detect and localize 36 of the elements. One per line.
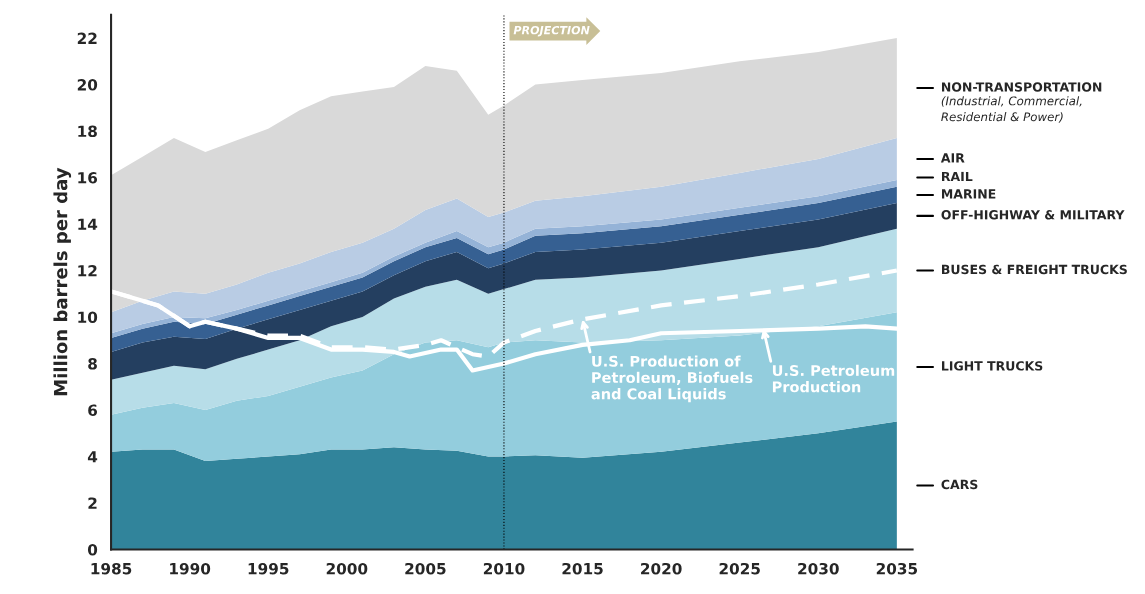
text: (Industrial, Commercial, Residential & Power)	[941, 96, 1082, 123]
x-tick-label: 1995	[248, 562, 289, 575]
text: AIR	[940, 153, 965, 163]
y-axis-title: Million barrels per day	[53, 167, 72, 396]
y-tick-label: 2	[88, 497, 97, 509]
annotation: U.S. Petroleum Production	[772, 364, 895, 393]
y-tick-label: 10	[78, 311, 98, 324]
x-tick-label: 2025	[719, 562, 760, 575]
y-tick-label: 4	[87, 451, 98, 463]
x-tick-label: 2015	[562, 562, 603, 575]
y-tick-label: 20	[77, 79, 98, 91]
y-tick-label: 12	[78, 264, 97, 277]
text: NON-TRANSPORTATION	[942, 82, 1102, 92]
x-tick-label: 1985	[91, 562, 132, 575]
text: LIGHT TRUCKS	[942, 361, 1043, 371]
text: MARINE	[942, 189, 996, 199]
y-tick-label: 14	[78, 218, 98, 230]
x-tick-label: 2020	[641, 562, 682, 575]
x-tick-label: 2035	[876, 562, 918, 575]
x-tick-label: 2030	[798, 562, 839, 575]
x-tick-label: 2005	[405, 562, 446, 575]
x-tick-label: 2000	[326, 562, 368, 575]
text: BUSES & FREIGHT TRUCKS	[942, 264, 1127, 275]
annotation: U.S. Production of Petroleum, Biofuels and Coal Liquids	[591, 355, 753, 403]
y-tick-label: 18	[78, 125, 97, 138]
text: OFF-HIGHWAY & MILITARY	[941, 210, 1125, 220]
y-tick-label: 0	[87, 543, 98, 556]
annotation: PROJECTION	[513, 25, 590, 37]
x-tick-label: 1990	[170, 562, 211, 575]
y-tick-label: 16	[78, 172, 98, 184]
text: RAIL	[942, 171, 973, 181]
y-tick-label: 6	[88, 404, 98, 417]
text: CARS	[941, 479, 978, 490]
x-tick-label: 2010	[483, 562, 525, 575]
y-tick-label: 22	[77, 32, 97, 44]
y-tick-label: 8	[88, 357, 97, 370]
